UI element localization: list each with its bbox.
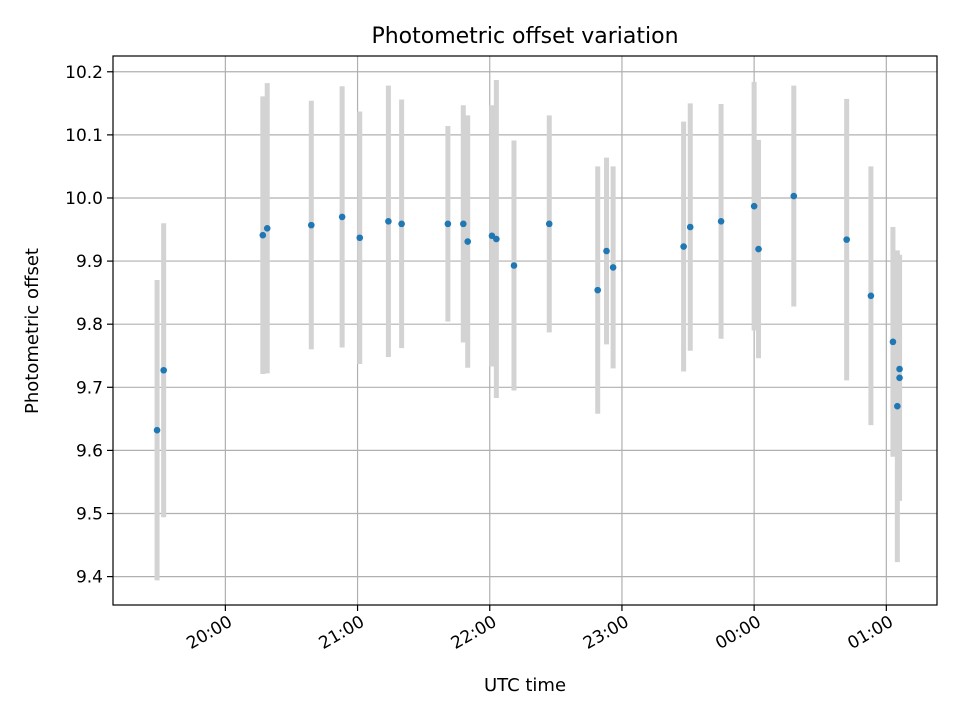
data-point: [896, 374, 903, 382]
y-tick-label: 9.4: [76, 568, 103, 588]
y-tick-label: 9.5: [76, 505, 103, 525]
data-point: [603, 247, 610, 255]
data-point: [338, 213, 346, 221]
chart-title: Photometric offset variation: [371, 24, 678, 49]
y-tick-label: 9.8: [76, 315, 103, 335]
data-point: [686, 223, 694, 231]
data-point: [307, 221, 315, 229]
data-point: [398, 220, 405, 228]
data-points: [153, 192, 903, 434]
data-point: [717, 218, 725, 225]
data-point: [259, 231, 267, 239]
y-axis: 9.4 9.5 9.6 9.7 9.8 9.9 10.0 10.1 10.2: [65, 63, 113, 588]
y-tick-label: 9.7: [76, 378, 103, 398]
data-point: [444, 220, 452, 228]
data-point: [385, 218, 392, 225]
data-point: [594, 286, 602, 294]
y-axis-label: Photometric offset: [22, 248, 43, 414]
data-point: [160, 366, 167, 374]
plot-frame: [112, 55, 938, 606]
y-tick-label: 10.2: [65, 63, 103, 83]
data-point: [843, 236, 850, 243]
data-point: [609, 264, 617, 271]
data-point: [493, 235, 500, 243]
data-point: [356, 234, 364, 242]
data-point: [153, 426, 161, 434]
y-tick-label: 10.0: [65, 189, 103, 209]
y-tick-label: 9.9: [76, 252, 103, 272]
data-point: [460, 220, 467, 228]
data-point: [867, 292, 875, 300]
data-point: [896, 365, 903, 373]
data-point: [755, 245, 762, 253]
data-point: [894, 402, 901, 410]
y-tick-label: 10.1: [65, 126, 103, 146]
data-point: [750, 202, 758, 210]
x-axis-label: UTC time: [484, 675, 566, 696]
data-point: [464, 238, 472, 245]
data-point: [510, 262, 518, 269]
y-tick-label: 9.6: [76, 441, 103, 461]
data-point: [790, 192, 798, 200]
data-point: [889, 338, 897, 346]
data-point: [263, 224, 271, 232]
data-point: [545, 220, 553, 228]
data-point: [680, 243, 687, 250]
